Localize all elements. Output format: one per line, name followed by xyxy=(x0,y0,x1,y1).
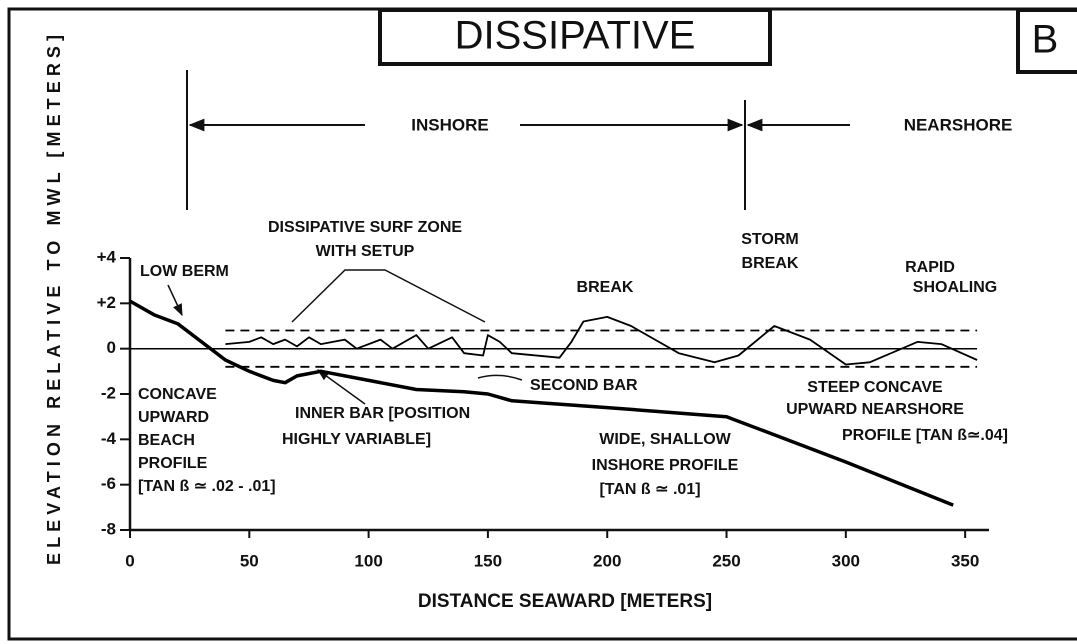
annotation: WIDE, SHALLOW xyxy=(599,431,731,448)
y-tick-label: -2 xyxy=(101,383,116,402)
y-tick-label: +4 xyxy=(97,247,117,266)
x-tick-label: 250 xyxy=(712,551,740,570)
x-axis-label: DISTANCE SEAWARD [METERS] xyxy=(418,591,712,612)
leader-line xyxy=(291,269,486,323)
annotation: PROFILE xyxy=(138,455,208,472)
annotation: BREAK xyxy=(742,255,799,272)
chart-title: DISSIPATIVE xyxy=(455,14,696,58)
annotation: SECOND BAR xyxy=(530,377,638,394)
y-tick-label: -4 xyxy=(101,429,117,448)
panel-box xyxy=(1016,8,1077,74)
series-line xyxy=(225,316,978,366)
zone-label: INSHORE xyxy=(411,115,488,134)
x-tick-label: 350 xyxy=(951,551,979,570)
annotation: PROFILE [TAN ß≃.04] xyxy=(842,427,1008,444)
x-tick-label: 150 xyxy=(474,551,502,570)
series-line xyxy=(129,299,954,507)
frame xyxy=(7,7,1077,641)
y-tick-label: +2 xyxy=(97,293,116,312)
annotation: WITH SETUP xyxy=(316,243,415,260)
annotation: INSHORE PROFILE xyxy=(592,457,739,474)
x-tick-label: 0 xyxy=(125,551,134,570)
x-tick-label: 200 xyxy=(593,551,621,570)
annotation: LOW BERM xyxy=(140,263,229,280)
leader-line xyxy=(167,284,183,317)
annotation: UPWARD NEARSHORE xyxy=(786,401,964,418)
annotation: STEEP CONCAVE xyxy=(807,379,943,396)
x-tick-label: 300 xyxy=(832,551,860,570)
annotation: STORM xyxy=(741,231,798,248)
annotation: UPWARD xyxy=(138,409,209,426)
annotation: BEACH xyxy=(138,432,195,449)
x-tick-label: 50 xyxy=(240,551,259,570)
annotation: DISSIPATIVE SURF ZONE xyxy=(268,219,462,236)
annotation: HIGHLY VARIABLE] xyxy=(282,431,431,448)
annotation: SHOALING xyxy=(913,279,997,296)
annotation: INNER BAR [POSITION xyxy=(295,405,470,422)
y-tick-label: -6 xyxy=(101,474,116,493)
y-tick-label: 0 xyxy=(107,338,116,357)
panel-label: B xyxy=(1032,18,1059,62)
x-tick-label: 100 xyxy=(354,551,382,570)
annotation: [TAN ß ≃ .01] xyxy=(599,481,700,498)
annotation: BREAK xyxy=(577,279,634,296)
annotation: RAPID xyxy=(905,259,955,276)
annotation: CONCAVE xyxy=(138,386,217,403)
title-box xyxy=(378,8,772,66)
zone-label: NEARSHORE xyxy=(904,115,1013,134)
y-axis-label: ELEVATION RELATIVE TO MWL [METERS] xyxy=(44,35,64,565)
y-tick-label: -8 xyxy=(101,519,116,538)
leader-line xyxy=(317,369,366,405)
annotation: [TAN ß ≃ .02 - .01] xyxy=(138,478,276,495)
leader-line xyxy=(477,374,523,381)
